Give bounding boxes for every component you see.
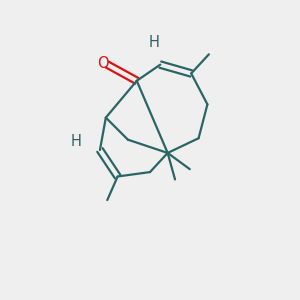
Text: O: O: [97, 56, 109, 70]
Text: H: H: [71, 134, 82, 149]
Text: H: H: [149, 35, 160, 50]
